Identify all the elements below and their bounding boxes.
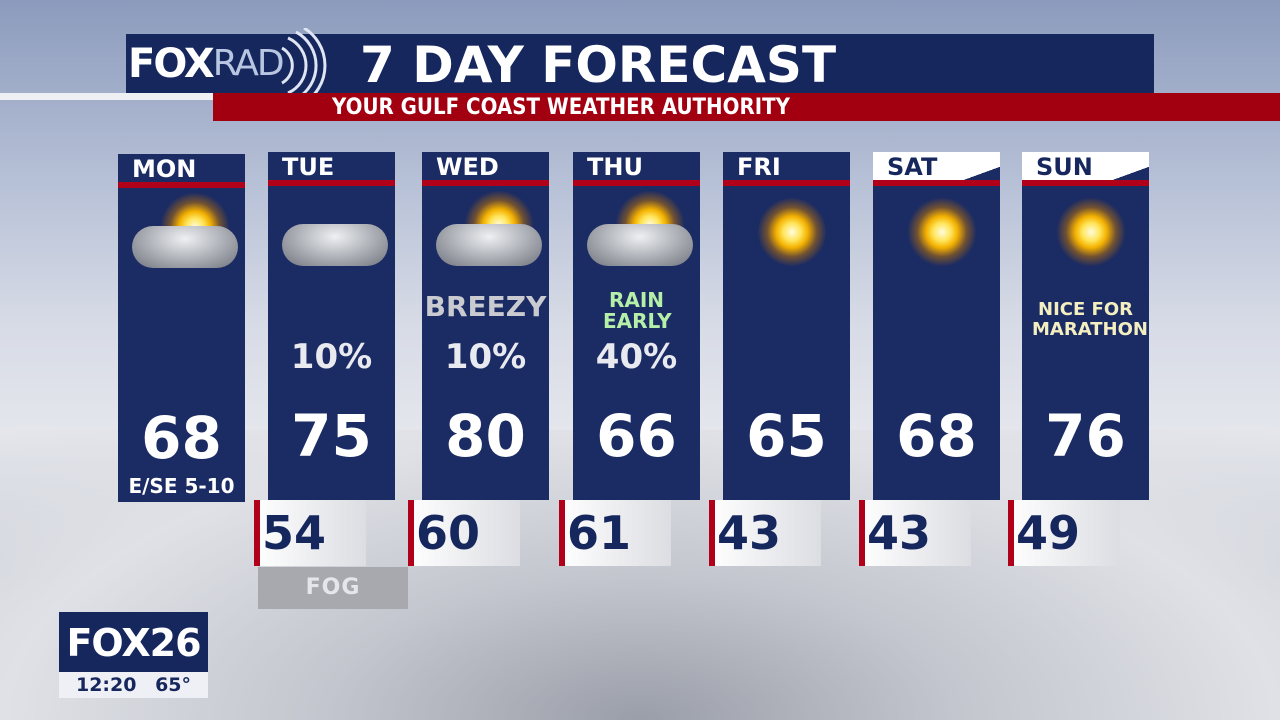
divider [118, 182, 245, 188]
low-temp: 61 [567, 506, 632, 560]
day-column-wed: WED BREEZY 10% 80 [422, 152, 549, 500]
day-column-tue: TUE 10% 75 [268, 152, 395, 500]
wind: E/SE 5-10 [128, 474, 235, 498]
logo-fox: FOX [128, 40, 215, 87]
high-temp: 76 [1045, 402, 1126, 470]
red-accent [408, 500, 414, 566]
sunny-icon [887, 192, 987, 282]
current-temp: 65° [155, 674, 192, 696]
low-temp-box: 60 [408, 500, 520, 566]
fog-label: FOG [258, 567, 408, 609]
red-accent [559, 500, 565, 566]
day-label: THU [587, 153, 643, 181]
partly-cloudy-icon [132, 192, 238, 284]
sunny-icon [737, 192, 837, 282]
partly-cloudy-storm-icon [436, 190, 542, 282]
day-column-thu: THU RAIN EARLY 40% 66 [573, 152, 700, 500]
high-temp: 65 [746, 402, 827, 470]
divider [573, 180, 700, 186]
high-temp: 68 [896, 402, 977, 470]
forecast-note: NICE FOR MARATHON [1032, 299, 1148, 340]
logo-rad: RAD [212, 43, 285, 84]
red-accent [859, 500, 865, 566]
divider [268, 180, 395, 186]
red-accent [709, 500, 715, 566]
station-bug: FOX26 12:20 65° [59, 612, 208, 698]
low-temp: 60 [416, 506, 481, 560]
day-label: FRI [737, 153, 781, 181]
day-label: TUE [282, 153, 335, 181]
subtitle-bar [213, 93, 1280, 121]
fox26-logo: FOX26 [59, 612, 208, 672]
precip-chance: 40% [595, 337, 678, 377]
high-temp: 68 [141, 404, 222, 472]
day-column-mon: MON 68 E/SE 5-10 [118, 154, 245, 502]
low-temp-box: 49 [1008, 500, 1120, 566]
divider [0, 93, 215, 100]
partly-cloudy-icon [587, 190, 693, 282]
cloudy-icon [282, 192, 388, 282]
precip-chance: 10% [444, 337, 527, 377]
low-temp-box: 54 [254, 500, 366, 566]
divider [723, 180, 850, 186]
red-accent [254, 500, 260, 566]
mostly-sunny-icon [1036, 192, 1136, 282]
time: 12:20 [75, 674, 137, 696]
high-temp: 75 [291, 402, 372, 470]
red-accent [1008, 500, 1014, 566]
low-temp: 49 [1016, 506, 1081, 560]
subtitle: YOUR GULF COAST WEATHER AUTHORITY [332, 95, 790, 120]
day-label: SAT [873, 152, 1000, 182]
forecast-note: RAIN EARLY [603, 288, 672, 333]
time-temp: 12:20 65° [59, 672, 208, 698]
day-label: SUN [1022, 152, 1149, 182]
divider [1022, 180, 1149, 186]
day-label: WED [436, 153, 499, 181]
high-temp: 66 [596, 402, 677, 470]
low-temp: 43 [717, 506, 782, 560]
divider [873, 180, 1000, 186]
radar-rings-icon [281, 28, 327, 103]
day-column-fri: FRI 65 [723, 152, 850, 500]
low-temp-box: 61 [559, 500, 671, 566]
precip-chance: 10% [290, 337, 373, 377]
day-column-sun: SUN NICE FOR MARATHON 76 [1022, 152, 1149, 500]
low-temp: 43 [867, 506, 932, 560]
low-temp: 54 [262, 506, 327, 560]
foxrad-logo: FOX RAD [128, 34, 285, 93]
day-column-sat: SAT 68 [873, 152, 1000, 500]
forecast-note: BREEZY [424, 290, 547, 323]
page-title: 7 DAY FORECAST [360, 36, 837, 94]
low-temp-box: 43 [859, 500, 971, 566]
day-label: MON [132, 155, 197, 183]
low-temp-box: 43 [709, 500, 821, 566]
divider [422, 180, 549, 186]
high-temp: 80 [445, 402, 526, 470]
